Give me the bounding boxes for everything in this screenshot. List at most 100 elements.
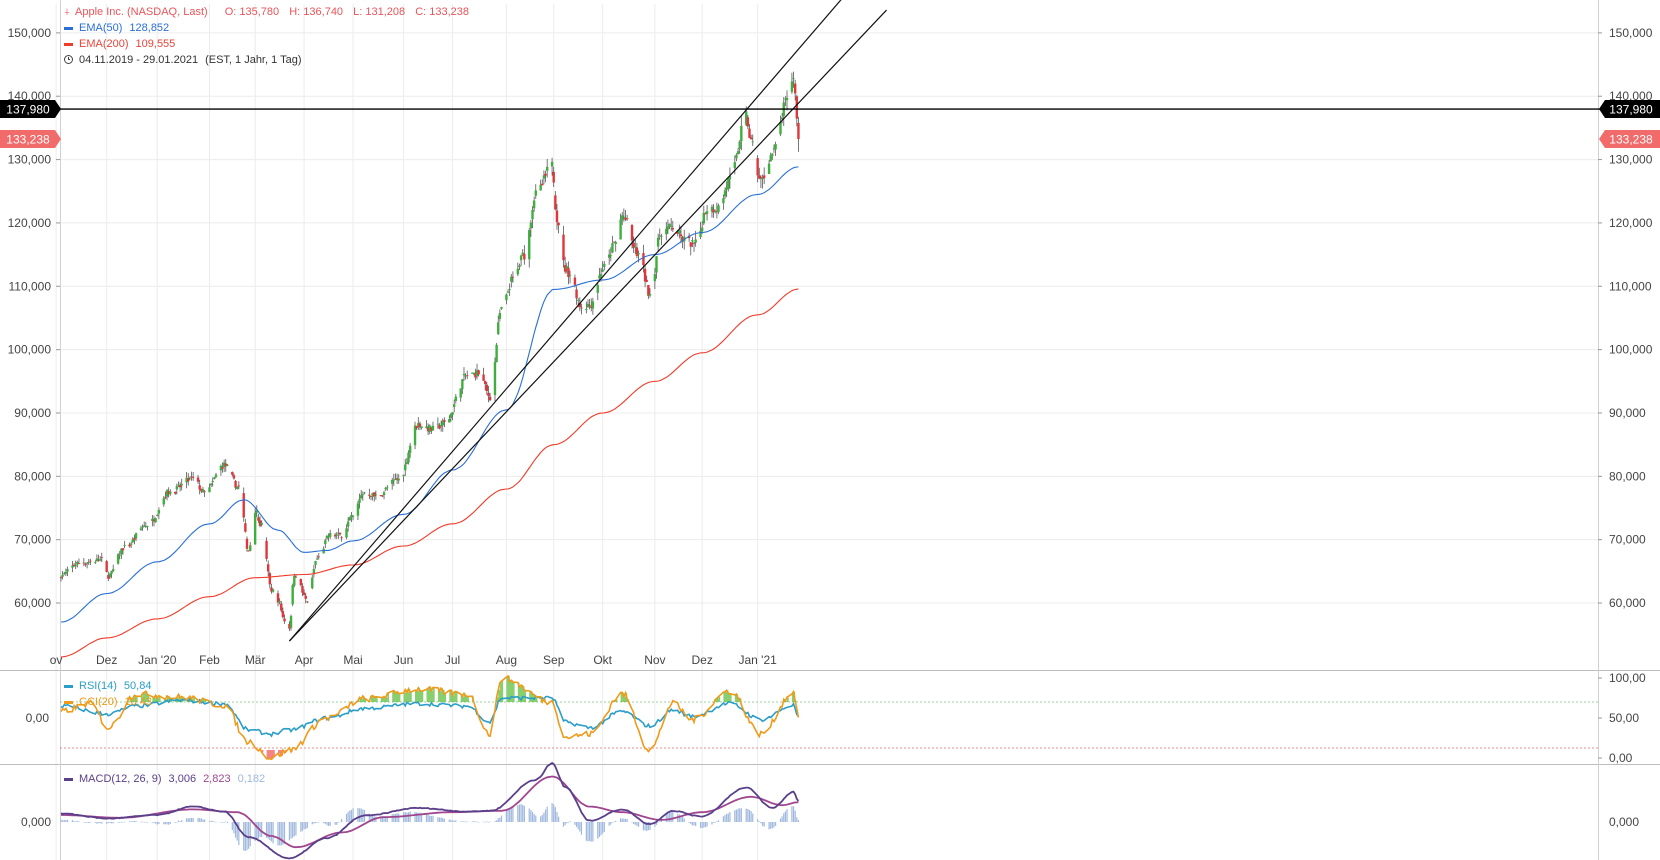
candle-body — [105, 561, 108, 572]
candle-body — [324, 540, 327, 545]
candle-body — [510, 276, 513, 282]
macd-histogram-bar — [531, 811, 534, 822]
candle-body — [371, 493, 374, 497]
macd-histogram-bar — [691, 822, 693, 826]
candle — [545, 158, 549, 178]
ohlc-high: H: 136,740 — [289, 6, 344, 18]
candle-body — [567, 267, 570, 277]
candle — [575, 286, 578, 305]
candle — [487, 386, 490, 403]
candle — [386, 484, 389, 491]
candle — [505, 293, 508, 305]
candle — [689, 242, 692, 256]
last-price-badge-left: 133,238 — [0, 130, 61, 149]
candle — [430, 426, 433, 435]
candle-body — [691, 240, 694, 242]
candle — [647, 285, 650, 300]
candle-body — [128, 544, 131, 547]
candle — [656, 233, 660, 252]
candle — [350, 512, 353, 523]
macd-histogram-bar — [544, 809, 547, 822]
candle — [477, 369, 480, 377]
y-tick-label-right: 90,000 — [1609, 406, 1646, 420]
candle-body — [474, 373, 477, 378]
candle-body — [200, 489, 203, 492]
macd-histogram-bar — [750, 811, 752, 822]
candle-body — [461, 379, 464, 390]
macd-histogram-bar — [611, 822, 614, 823]
macd-histogram-bar — [300, 822, 302, 832]
candle-body — [550, 161, 554, 167]
macd-histogram-bar — [254, 822, 256, 841]
macd-histogram-bar — [574, 822, 576, 825]
macd-histogram-bar — [695, 822, 697, 827]
candle — [459, 388, 462, 402]
candle-body — [653, 274, 657, 282]
candle — [222, 459, 226, 473]
candle — [211, 477, 214, 487]
candle — [234, 480, 237, 490]
candle-body — [61, 574, 64, 577]
macd-histogram-bar — [60, 819, 62, 822]
candle-body — [196, 477, 200, 482]
macd-histogram-bar — [107, 822, 109, 823]
candle-body — [630, 224, 634, 241]
candle-body — [552, 171, 555, 183]
candle-body — [224, 463, 227, 467]
candle-body — [563, 265, 567, 272]
candle-body — [74, 565, 77, 567]
candle — [392, 473, 396, 487]
candle — [180, 478, 183, 491]
macd-histogram-bar — [277, 822, 279, 846]
candle-body — [539, 184, 542, 191]
candle-body — [462, 373, 466, 376]
macd-histogram-bar — [455, 820, 457, 822]
macd-histogram-bar — [505, 810, 507, 822]
macd-histogram-bar — [670, 810, 672, 822]
macd-histogram-bar — [163, 822, 165, 825]
candle — [529, 219, 533, 237]
macd-histogram-bar — [637, 822, 640, 827]
macd-histogram-bar — [403, 812, 405, 822]
candle-body — [472, 372, 475, 374]
macd-histogram-bar — [164, 822, 167, 825]
candle-body — [340, 537, 343, 539]
macd-histogram-bar — [233, 822, 235, 834]
x-tick-label: Jul — [445, 653, 460, 667]
candle-body — [107, 575, 110, 579]
macd-histogram-bar — [124, 821, 126, 823]
osc-tick-label-right: 50,00 — [1609, 711, 1639, 725]
macd-histogram-bar — [587, 822, 589, 842]
candle-body — [154, 518, 157, 523]
macd-histogram-bar — [210, 820, 212, 822]
macd-histogram-bar — [600, 822, 602, 836]
macd-histogram-bar — [78, 821, 80, 822]
candle — [431, 421, 435, 431]
candle-body — [249, 545, 252, 551]
y-tick-label-right: 150,000 — [1609, 26, 1653, 40]
macd-histogram-bar — [89, 822, 91, 823]
candle-body — [614, 241, 617, 244]
candle — [585, 301, 588, 314]
macd-histogram-bar — [747, 808, 749, 822]
macd-histogram-bar — [313, 822, 315, 824]
macd-histogram-bar — [336, 822, 338, 825]
candle-body — [77, 563, 81, 564]
candle — [586, 299, 590, 308]
macd-histogram-bar — [94, 822, 96, 823]
macd-histogram-bar — [533, 814, 535, 822]
macd-histogram-bar — [270, 822, 273, 842]
candle-body — [580, 307, 583, 309]
candle-body — [477, 370, 480, 375]
candle — [622, 208, 626, 222]
candle — [722, 194, 725, 210]
candle-body — [312, 568, 316, 575]
candle-body — [356, 503, 360, 516]
candle — [407, 450, 410, 465]
candle — [541, 179, 544, 186]
candle — [470, 372, 474, 374]
macd-histogram-bar — [690, 822, 692, 824]
macd-histogram-bar — [523, 805, 525, 822]
x-axis-labels: ov Dez Jan '20 Feb Mär Apr Mai Jun Jul Aug Sep Okt N… — [50, 653, 777, 667]
candle — [95, 554, 99, 562]
